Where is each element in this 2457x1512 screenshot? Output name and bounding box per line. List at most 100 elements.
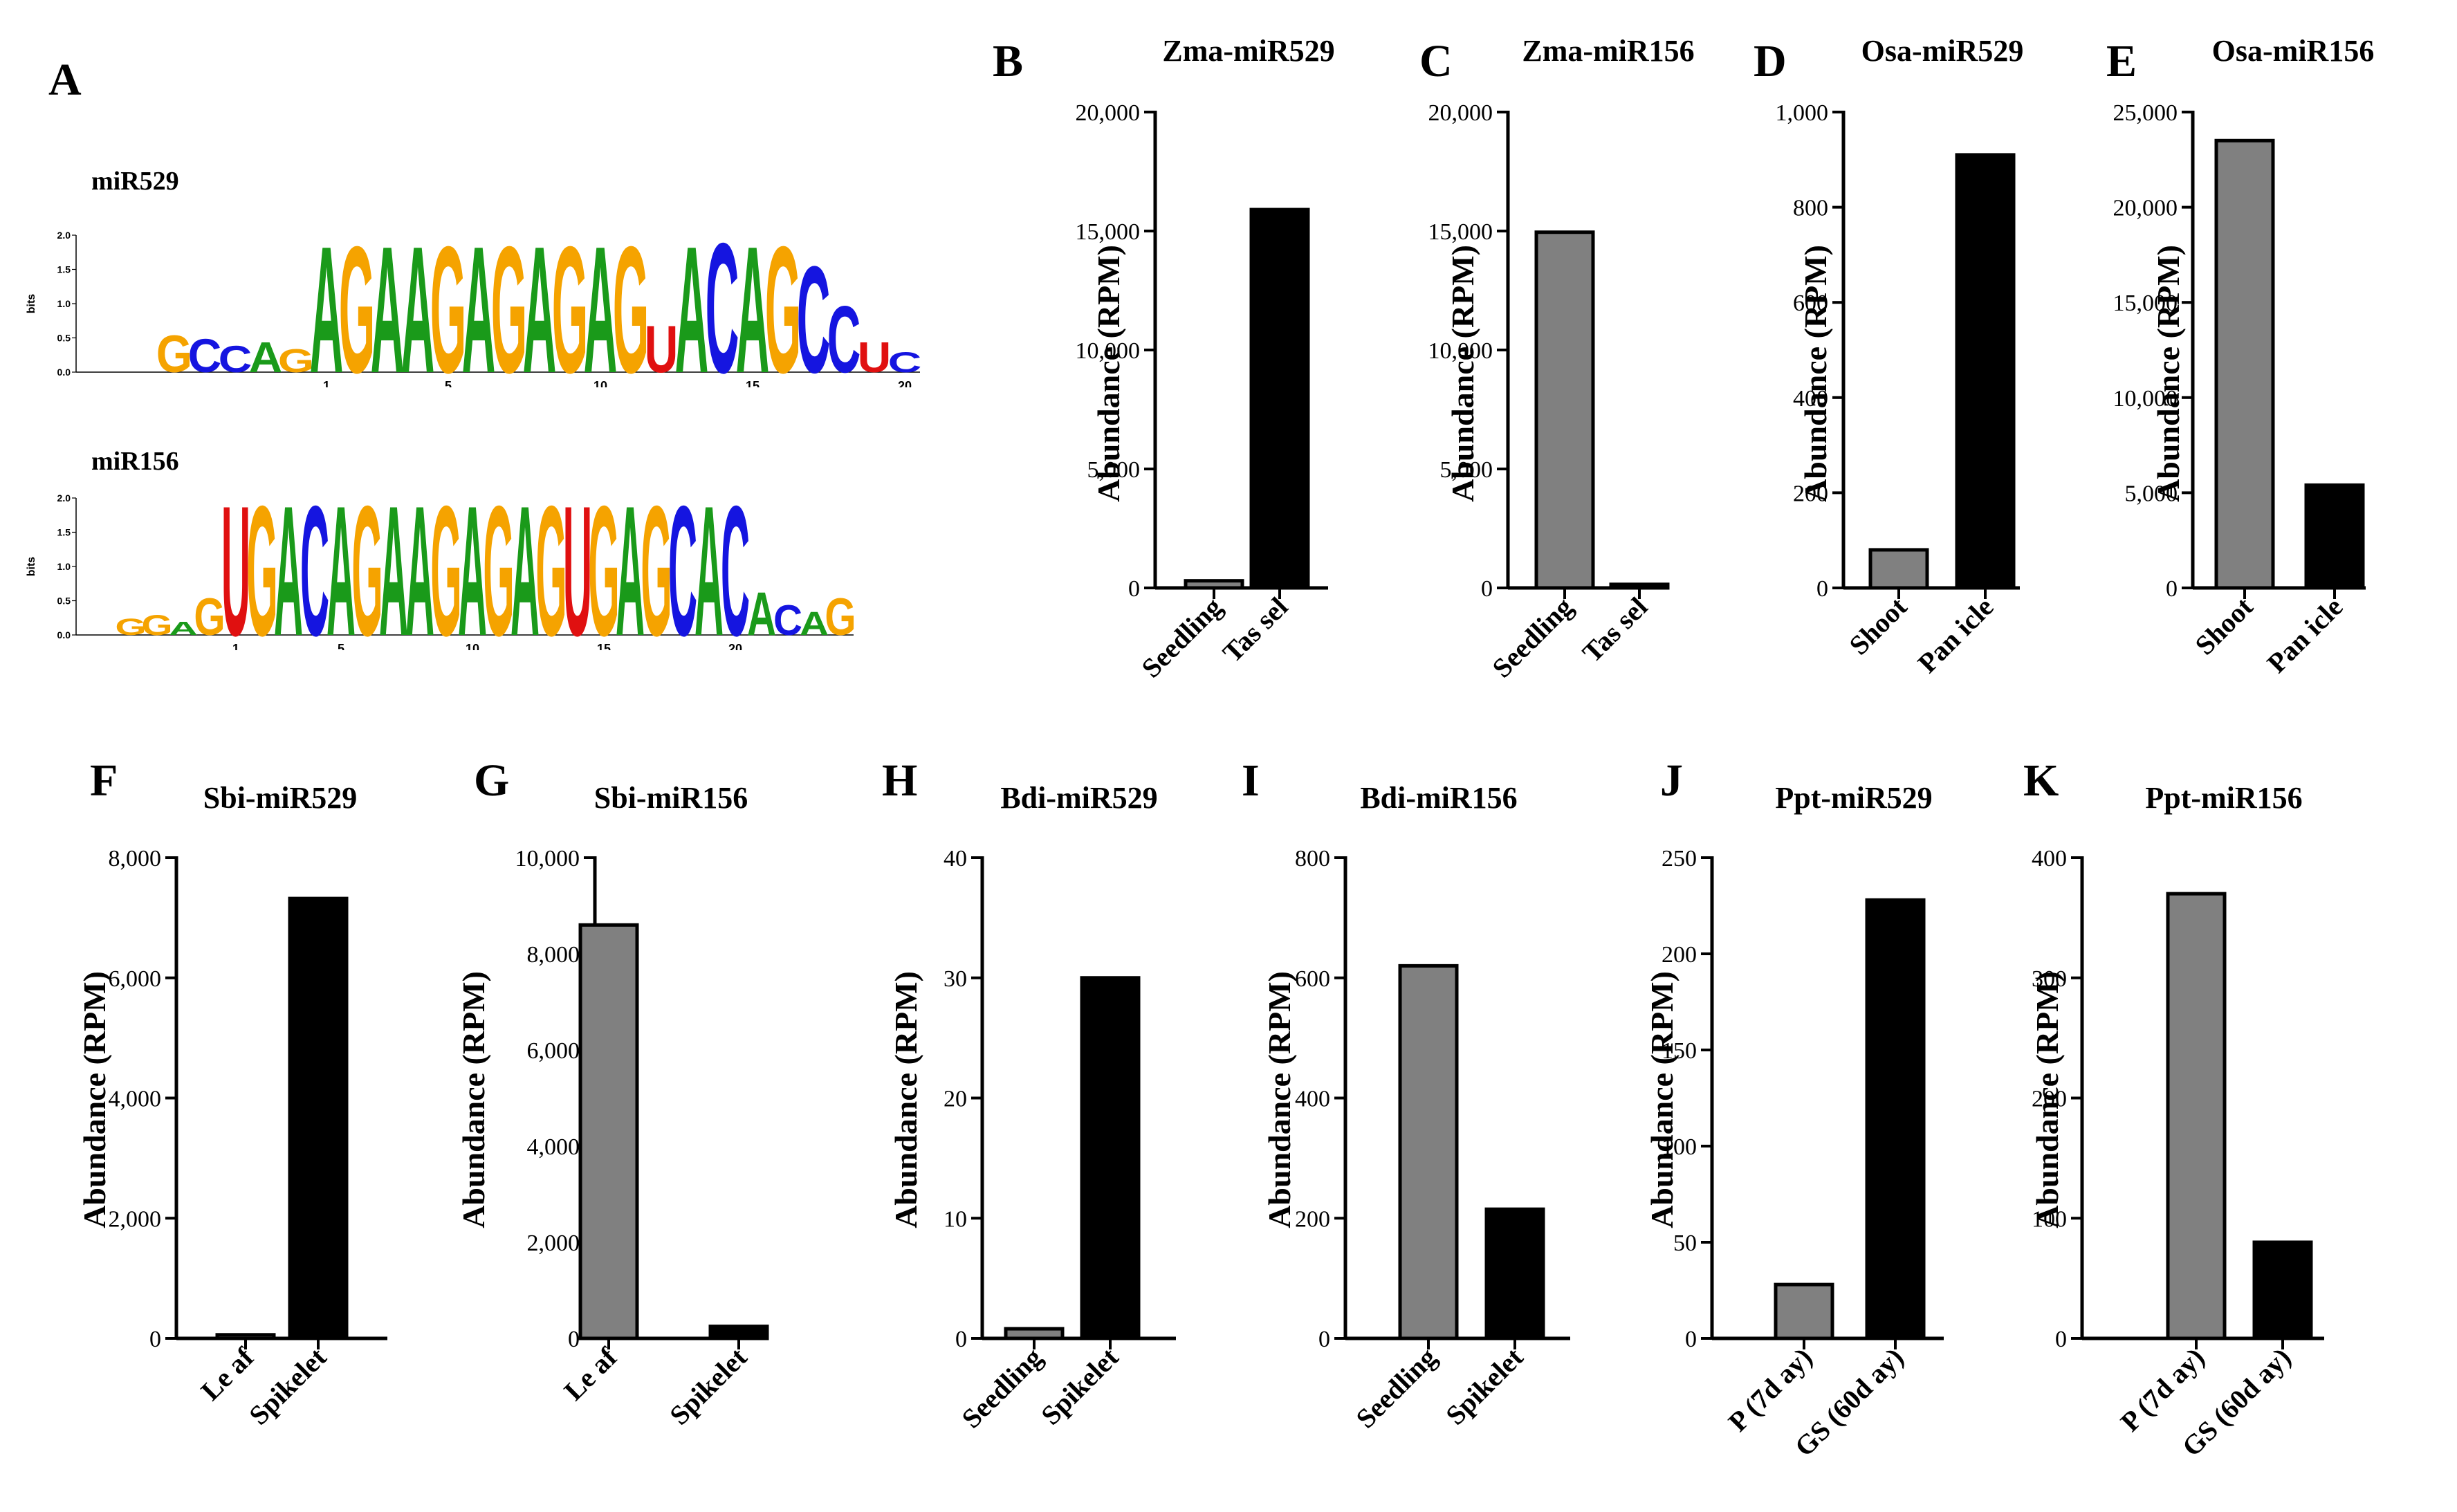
- y-tick-label: 15,000: [2113, 291, 2178, 316]
- y-tick-label: 800: [1295, 846, 1330, 872]
- logo-letter: G: [246, 484, 277, 650]
- panel-letter-i: I: [1242, 755, 1260, 806]
- panel-letter-h: H: [882, 755, 917, 806]
- logo-letter: G: [141, 609, 172, 641]
- logo-x-tick-label: 15: [746, 379, 760, 387]
- chart-title: Sbi-miR529: [203, 781, 357, 815]
- y-tick-label: 5,000: [1440, 457, 1493, 483]
- y-tick-label: 0: [149, 1327, 161, 1352]
- panel-letter-a: A: [48, 55, 82, 105]
- bar-seedling: [1534, 230, 1595, 590]
- y-axis-label: Abundance (RPM): [1091, 245, 1126, 502]
- y-tick-label: 10: [944, 1206, 967, 1232]
- y-axis-label: Abundance (RPM): [888, 971, 923, 1228]
- y-tick-label: 20,000: [1428, 100, 1493, 126]
- bar-p-7day-: [2166, 892, 2227, 1340]
- logo-x-tick-label: 5: [338, 642, 344, 650]
- panel-letter-b: B: [993, 36, 1023, 86]
- y-tick-label: 200: [2032, 1087, 2067, 1112]
- logo-letter: G: [194, 589, 225, 647]
- y-tick-label: 6,000: [109, 966, 162, 992]
- logo-letter: A: [169, 618, 198, 639]
- logo-letter: A: [326, 484, 356, 650]
- logo-y-tick-label: 1.5: [57, 264, 71, 275]
- y-tick-label: 4,000: [527, 1134, 580, 1160]
- y-tick-label: 8,000: [527, 942, 580, 968]
- logo-letter: A: [405, 484, 434, 650]
- chart-f: F Sbi-miR529 Abundance (RPM) 0 2,000 4,000 6,0…: [77, 755, 387, 1431]
- logo-letter: G: [641, 484, 672, 650]
- y-tick-label: 0: [1128, 576, 1140, 602]
- y-tick-label: 40: [944, 846, 967, 872]
- y-axis-label: Abundance (RPM): [456, 971, 491, 1228]
- logo-axis-label: bits: [26, 294, 37, 314]
- logo-letter: A: [379, 484, 408, 650]
- y-axis-label: Abundance (RPM): [1644, 971, 1680, 1228]
- y-tick-label: 50: [1673, 1230, 1697, 1256]
- y-axis-label: Abundance (RPM): [77, 971, 112, 1228]
- y-axis-label: Abundance (RPM): [1445, 245, 1480, 502]
- logo-letter: A: [249, 333, 283, 382]
- chart-h: H Bdi-miR529 Abundance (RPM) 0 10 20 30 40 Seedl…: [882, 755, 1176, 1435]
- chart-i: I Bdi-miR156 Abundance (RPM) 0 200 400 600 800 S…: [1242, 755, 1570, 1435]
- logo-y-tick-label: 0.5: [57, 333, 71, 344]
- logo-letter: A: [310, 221, 344, 387]
- bar-shoot: [1868, 548, 1929, 590]
- logo-x-tick-label: 1: [323, 379, 330, 387]
- panel-letter-c: C: [1419, 36, 1453, 86]
- logo-y-tick-label: 0.5: [57, 596, 71, 607]
- logo-letter: A: [800, 606, 829, 643]
- chart-e: E Osa-miR156 Abundance (RPM) 0 5,000 10,000 15…: [2106, 34, 2374, 679]
- chart-j: J Ppt-miR529 Abundance (RPM) 0 50 100 150 200 25…: [1644, 755, 1944, 1462]
- logo-letter: G: [278, 342, 314, 379]
- logo-letter: G: [825, 589, 856, 647]
- bar-spikelet: [708, 1325, 769, 1340]
- logo-letter: C: [827, 286, 861, 387]
- y-tick-label: 400: [2032, 846, 2067, 872]
- y-tick-label: 8,000: [109, 846, 162, 872]
- logo-y-tick-label: 0.0: [57, 367, 71, 378]
- logo-letter: C: [888, 346, 922, 378]
- logo-letter: A: [694, 484, 724, 650]
- logo-letter: G: [491, 221, 527, 387]
- y-tick-label: 0: [1816, 576, 1828, 602]
- logo-x-tick-label: 10: [466, 642, 479, 650]
- y-tick-label: 30: [944, 966, 967, 992]
- chart-g: G Sbi-miR156 Abundance (RPM) 0 2,000 4,000 6,0…: [456, 755, 769, 1431]
- y-tick-label: 25,000: [2113, 100, 2178, 126]
- logo-letter: U: [645, 312, 679, 387]
- logo-letter: G: [351, 484, 383, 650]
- y-tick-label: 1,000: [1776, 100, 1829, 126]
- panel-letter-f: F: [90, 755, 118, 806]
- logo-letter: A: [736, 221, 770, 387]
- x-tick-label: Pan icle: [1911, 591, 1999, 679]
- logo-y-tick-label: 1.0: [57, 298, 71, 309]
- x-tick-label: Seedling: [1486, 591, 1579, 684]
- y-tick-label: 2,000: [109, 1206, 162, 1232]
- x-tick-label: Seedling: [1135, 591, 1228, 684]
- logo-letter: C: [797, 236, 831, 387]
- x-tick-label: Spikelet: [1439, 1341, 1529, 1431]
- logo-letter: A: [523, 221, 557, 387]
- y-tick-label: 0: [955, 1327, 967, 1352]
- x-tick-label: Tas sel: [1576, 591, 1654, 669]
- y-axis-label: Abundance (RPM): [1798, 245, 1833, 502]
- logo-letter: C: [188, 329, 222, 382]
- y-tick-label: 0: [1685, 1327, 1697, 1352]
- y-tick-label: 150: [1662, 1038, 1697, 1064]
- logo-y-tick-label: 0.0: [57, 629, 71, 640]
- logo-axis-label: bits: [26, 557, 37, 577]
- x-tick-label: Spikelet: [1035, 1341, 1125, 1431]
- logo-letter: A: [747, 579, 776, 648]
- x-tick-label: Shoot: [2189, 591, 2258, 661]
- bar-spikelet: [1080, 976, 1141, 1340]
- chart-title: Sbi-miR156: [594, 781, 748, 815]
- logo-letter: G: [430, 484, 461, 650]
- logo-letter: C: [721, 484, 750, 650]
- logo-letter: A: [401, 221, 435, 387]
- logo-letter: G: [483, 484, 514, 650]
- logo-letter: G: [339, 221, 375, 387]
- chart-title: Ppt-miR529: [1775, 781, 1932, 815]
